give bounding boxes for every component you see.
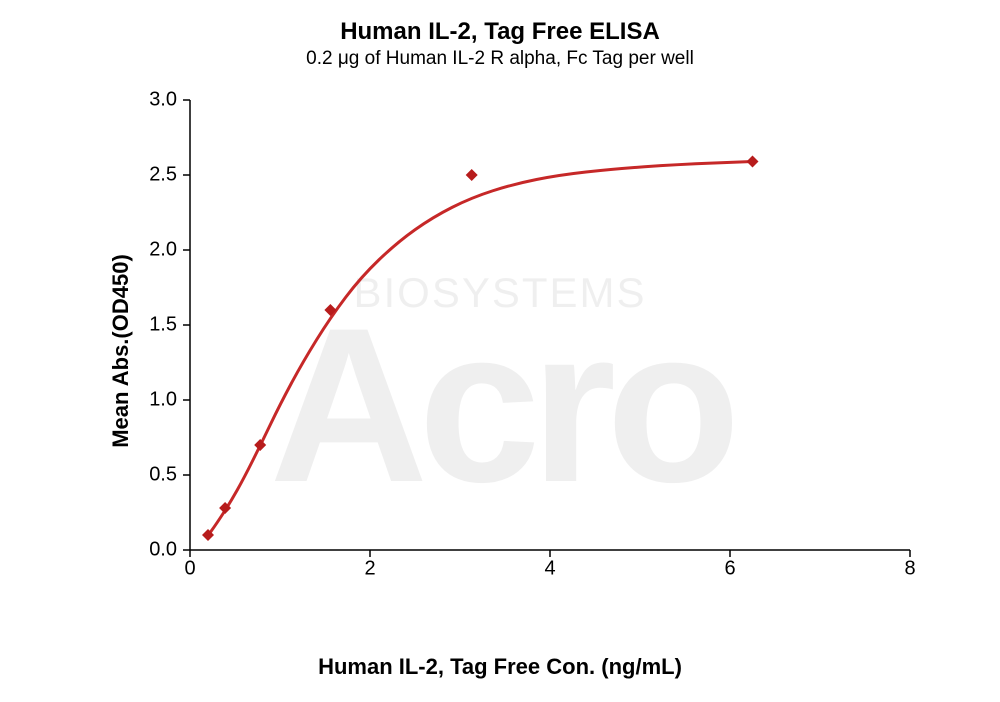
y-tick-label: 1.0 <box>149 388 177 410</box>
plot-area: 0.0 0.5 1.0 1.5 2.0 2.5 3.0 0 2 4 6 8 <box>130 90 930 590</box>
y-tick-label: 0.0 <box>149 538 177 560</box>
y-tick-label: 3.0 <box>149 90 177 110</box>
x-tick-label: 6 <box>724 558 735 580</box>
x-tick-label: 0 <box>184 558 195 580</box>
x-axis-label: Human IL-2, Tag Free Con. (ng/mL) <box>0 654 1000 680</box>
chart-title: Human IL-2, Tag Free ELISA <box>0 18 1000 46</box>
x-tick-label: 2 <box>364 558 375 580</box>
title-block: Human IL-2, Tag Free ELISA 0.2 μg of Hum… <box>0 18 1000 70</box>
x-tick-label: 4 <box>544 558 555 580</box>
fitted-curve <box>206 162 752 539</box>
chart-subtitle: 0.2 μg of Human IL-2 R alpha, Fc Tag per… <box>0 48 1000 70</box>
y-tick-label: 0.5 <box>149 463 177 485</box>
y-tick-label: 1.5 <box>149 313 177 335</box>
x-tick-label: 8 <box>904 558 915 580</box>
y-tick-label: 2.5 <box>149 163 177 185</box>
chart-container: BIOSYSTEMS Acro Human IL-2, Tag Free ELI… <box>0 0 1000 702</box>
data-marker <box>466 169 478 181</box>
data-marker <box>747 156 759 168</box>
data-marker <box>254 439 266 451</box>
y-tick-label: 2.0 <box>149 238 177 260</box>
